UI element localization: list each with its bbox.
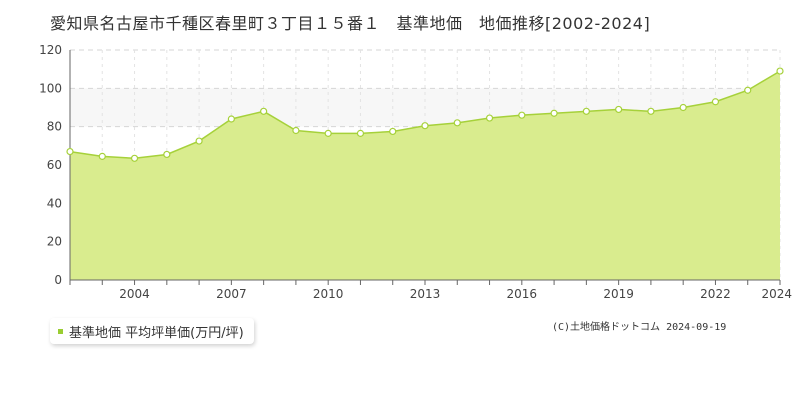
data-point [615,105,623,114]
legend-label: 基準地価 平均坪単価(万円/坪) [69,325,244,341]
data-point [453,119,461,127]
y-tick-label: 100 [39,81,62,95]
data-point [260,107,268,115]
x-tick-label: 2004 [119,287,150,301]
series-area [70,71,780,280]
x-tick-label: 2019 [603,287,634,301]
data-point [227,115,235,123]
y-tick-label: 80 [47,120,62,134]
x-tick-label: 2022 [700,287,731,301]
y-tick-label: 0 [54,273,62,287]
data-point [647,107,655,115]
y-tick-label: 120 [39,43,62,57]
y-tick-label: 60 [47,158,62,172]
data-point [744,86,752,94]
data-point [711,98,720,106]
data-point [776,67,784,75]
data-point [292,126,300,135]
data-point [98,152,106,160]
x-tick-label: 2016 [507,287,538,301]
data-point [130,154,139,162]
data-point [550,109,558,117]
x-tick-label: 2013 [410,287,441,301]
data-point [421,122,429,130]
data-point [66,147,74,156]
copyright-text: (C)土地価格ドットコム 2024-09-19 [552,322,727,333]
x-tick-label: 2010 [313,287,344,301]
chart-title: 愛知県名古屋市千種区春里町３丁目１５番１ 基準地価 地価推移[2002-2024… [50,14,651,33]
y-tick-label: 40 [47,196,62,210]
data-point [518,111,526,119]
legend-swatch [58,328,63,334]
data-point [582,107,590,115]
data-point [485,114,494,122]
legend: 基準地価 平均坪単価(万円/坪) [50,318,254,344]
x-tick-label: 2024 [761,287,792,301]
data-point [324,129,332,137]
data-point [163,150,171,159]
data-point [389,127,397,136]
x-tick-label: 2007 [216,287,247,301]
y-tick-label: 20 [47,235,62,249]
data-point [679,103,687,112]
data-point [195,137,203,145]
data-point [356,129,365,137]
